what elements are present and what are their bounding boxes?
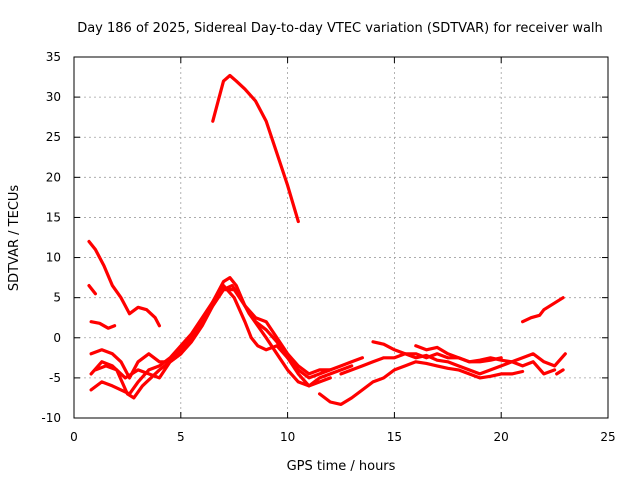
x-tick-label: 5 — [177, 430, 185, 444]
series-line-peak-arc-1 — [89, 276, 364, 380]
y-tick-label: 25 — [46, 130, 61, 144]
series-line-late-seg-4 — [414, 344, 503, 364]
x-axis-label: GPS time / hours — [287, 459, 396, 474]
series-line-late-seg-2 — [339, 352, 567, 376]
plot-frame — [73, 56, 609, 419]
series-line-high-arc — [211, 73, 300, 224]
grid-lines — [74, 57, 608, 418]
x-tick-label: 15 — [387, 430, 402, 444]
series-line-peak-arc-4 — [93, 288, 332, 400]
x-tick-label: 10 — [280, 430, 295, 444]
y-tick-label: 10 — [46, 251, 61, 265]
y-tick-label: -5 — [49, 371, 61, 385]
series-layer — [87, 73, 567, 406]
series-line-late-rise — [520, 296, 565, 324]
series-line-short-seg-b — [89, 320, 117, 330]
x-tick-label: 20 — [494, 430, 509, 444]
axis-ticks: 0 5 10 15 20 25 -10 -5 0 5 10 15 20 25 30 35 — [41, 50, 615, 444]
y-tick-label: 0 — [53, 331, 61, 345]
series-line-late-seg-3 — [371, 340, 557, 376]
y-tick-label: 30 — [46, 90, 61, 104]
y-tick-label: 5 — [53, 291, 61, 305]
y-tick-label: 35 — [46, 50, 61, 64]
y-tick-label: -10 — [41, 411, 61, 425]
series-line-late-tail — [555, 368, 565, 376]
x-tick-label: 0 — [70, 430, 78, 444]
y-tick-label: 20 — [46, 170, 61, 184]
series-line-short-seg-a — [87, 284, 98, 296]
series-line-early-decline — [87, 239, 161, 328]
y-tick-label: 15 — [46, 210, 61, 224]
x-tick-label: 25 — [600, 430, 615, 444]
chart-title: Day 186 of 2025, Sidereal Day-to-day VTE… — [77, 21, 603, 36]
y-axis-label: SDTVAR / TECUs — [7, 185, 22, 292]
series-line-late-seg-1 — [318, 360, 525, 406]
